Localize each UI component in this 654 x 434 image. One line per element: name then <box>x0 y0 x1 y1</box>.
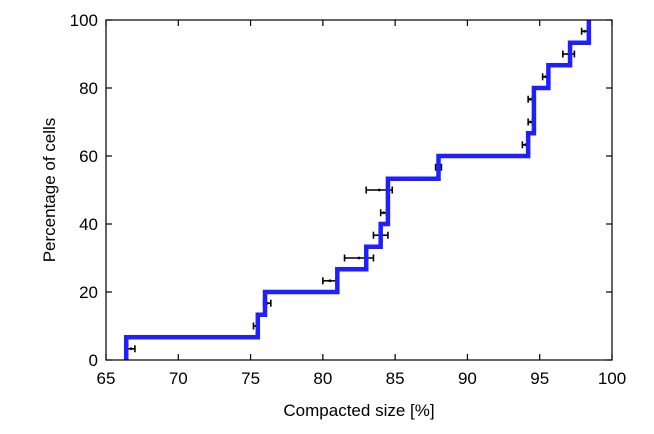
error-bar <box>126 345 136 353</box>
y-tick-label: 20 <box>79 283 98 302</box>
y-tick-label: 80 <box>79 79 98 98</box>
error-bar-center <box>528 120 532 124</box>
y-tick-label: 100 <box>70 11 98 30</box>
x-tick-label: 100 <box>598 369 626 388</box>
y-axis-label: Percentage of cells <box>40 118 59 263</box>
x-axis-label: Compacted size [%] <box>283 401 434 420</box>
error-bar-center <box>377 188 381 192</box>
y-tick-label: 40 <box>79 215 98 234</box>
x-tick-label: 65 <box>97 369 116 388</box>
error-bar-center <box>528 97 532 101</box>
error-bar <box>343 254 375 262</box>
error-bar-center <box>129 347 133 351</box>
x-tick-label: 85 <box>386 369 405 388</box>
error-bar <box>379 209 388 217</box>
error-bars <box>126 27 589 353</box>
error-bar-center <box>382 211 385 215</box>
plot-area-frame <box>105 19 613 361</box>
x-tick-label: 80 <box>313 369 332 388</box>
y-tick-label: 60 <box>79 147 98 166</box>
x-tick-label: 90 <box>458 369 477 388</box>
x-tick-label: 95 <box>530 369 549 388</box>
error-bar-center <box>328 279 332 283</box>
x-axis-ticks: 65 70 75 80 85 90 95 100 <box>97 20 626 388</box>
error-bar-center <box>357 256 361 260</box>
x-tick-label: 70 <box>169 369 188 388</box>
x-tick-label: 75 <box>241 369 260 388</box>
y-tick-label: 0 <box>89 351 98 370</box>
y-axis-ticks: 0 20 40 60 80 100 <box>70 11 612 370</box>
series-step-line <box>123 20 592 360</box>
error-bar-center <box>583 29 586 33</box>
error-bar <box>580 27 589 35</box>
